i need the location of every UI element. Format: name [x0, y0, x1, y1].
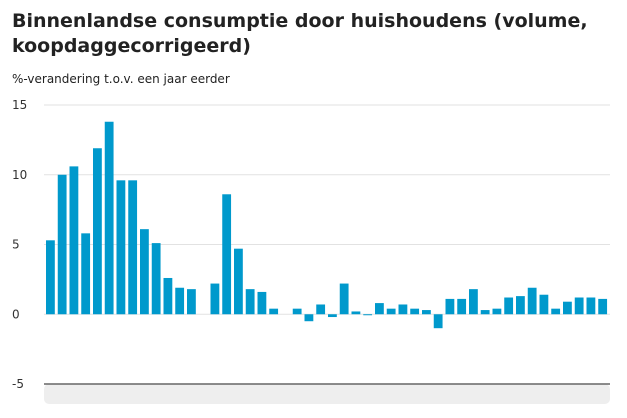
bar — [257, 291, 267, 315]
bar — [363, 314, 373, 316]
bar — [269, 308, 279, 315]
bar — [69, 166, 79, 315]
bar — [527, 287, 537, 315]
bar — [116, 180, 126, 315]
x-axis-band — [44, 384, 610, 404]
bar — [410, 308, 420, 315]
bar — [175, 287, 185, 315]
bar — [551, 308, 561, 315]
bar — [574, 297, 584, 315]
chart-title: Binnenlandse consumptie door huishoudens… — [12, 10, 588, 57]
bar — [292, 308, 302, 315]
y-tick-label: 5 — [12, 238, 20, 252]
bar — [104, 121, 114, 315]
bar — [386, 308, 396, 315]
bar — [422, 310, 431, 315]
bar — [598, 298, 608, 315]
chart-subtitle: %-verandering t.o.v. een jaar eerder — [12, 72, 230, 86]
bar — [234, 248, 243, 315]
bar — [375, 303, 384, 315]
bar — [187, 289, 196, 315]
bar — [140, 229, 149, 315]
bar — [93, 148, 102, 315]
bar — [304, 314, 314, 322]
y-tick-label: 15 — [12, 98, 27, 112]
bar — [81, 233, 91, 315]
bar — [480, 310, 490, 315]
bar — [516, 296, 525, 315]
bar — [398, 304, 408, 315]
bar — [57, 174, 67, 315]
bar — [328, 314, 337, 318]
bar — [351, 311, 361, 315]
y-tick-label: 0 — [12, 307, 20, 321]
bar — [151, 243, 161, 315]
bar — [539, 294, 549, 315]
bar — [222, 194, 232, 315]
y-tick-label: -5 — [12, 377, 24, 391]
bar — [469, 289, 478, 315]
bar — [586, 297, 596, 315]
bar — [128, 180, 138, 315]
bar — [245, 289, 255, 315]
bar — [210, 283, 220, 315]
bar — [339, 283, 349, 315]
bar — [316, 304, 326, 315]
bar — [433, 314, 443, 329]
bar — [492, 308, 502, 315]
bar — [163, 277, 173, 315]
bar — [563, 301, 572, 315]
y-tick-label: 10 — [12, 168, 27, 182]
bar — [457, 298, 467, 315]
bar — [504, 297, 514, 315]
bar — [46, 240, 55, 315]
bar — [445, 298, 455, 315]
